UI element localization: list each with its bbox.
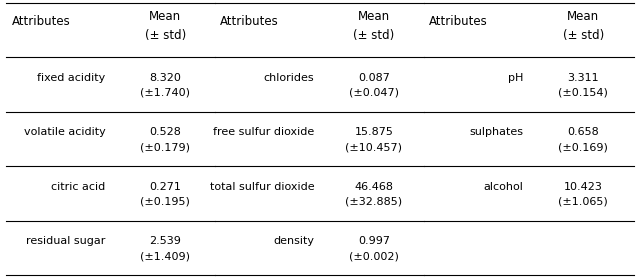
Text: density: density [273,236,314,246]
Text: (±1.065): (±1.065) [559,197,608,207]
Text: (± std): (± std) [353,29,395,42]
Text: Attributes: Attributes [12,15,70,28]
Text: volatile acidity: volatile acidity [24,127,106,137]
Text: (±0.179): (±0.179) [140,142,190,152]
Text: free sulfur dioxide: free sulfur dioxide [213,127,314,137]
Text: fixed acidity: fixed acidity [37,73,106,83]
Text: alcohol: alcohol [484,182,524,192]
Text: (± std): (± std) [145,29,186,42]
Text: (±0.047): (±0.047) [349,88,399,98]
Text: 0.528: 0.528 [149,127,181,137]
Text: 10.423: 10.423 [564,182,603,192]
Text: (±0.002): (±0.002) [349,251,399,261]
Text: (± std): (± std) [563,29,604,42]
Text: residual sugar: residual sugar [26,236,106,246]
Text: Mean: Mean [149,10,181,23]
Text: 46.468: 46.468 [355,182,394,192]
Text: 0.997: 0.997 [358,236,390,246]
Text: 15.875: 15.875 [355,127,394,137]
Text: total sulfur dioxide: total sulfur dioxide [210,182,314,192]
Text: chlorides: chlorides [264,73,314,83]
Text: Mean: Mean [567,10,600,23]
Text: 8.320: 8.320 [149,73,181,83]
Text: (±0.169): (±0.169) [558,142,608,152]
Text: (±0.195): (±0.195) [140,197,190,207]
Text: (±32.885): (±32.885) [346,197,403,207]
Text: Mean: Mean [358,10,390,23]
Text: pH: pH [508,73,524,83]
Text: (±10.457): (±10.457) [346,142,403,152]
Text: sulphates: sulphates [470,127,524,137]
Text: (±1.409): (±1.409) [140,251,190,261]
Text: 0.658: 0.658 [568,127,599,137]
Text: Attributes: Attributes [429,15,488,28]
Text: Attributes: Attributes [220,15,279,28]
Text: citric acid: citric acid [51,182,106,192]
Text: 0.087: 0.087 [358,73,390,83]
Text: (±1.740): (±1.740) [140,88,190,98]
Text: 0.271: 0.271 [149,182,181,192]
Text: (±0.154): (±0.154) [558,88,608,98]
Text: 2.539: 2.539 [149,236,181,246]
Text: 3.311: 3.311 [568,73,599,83]
